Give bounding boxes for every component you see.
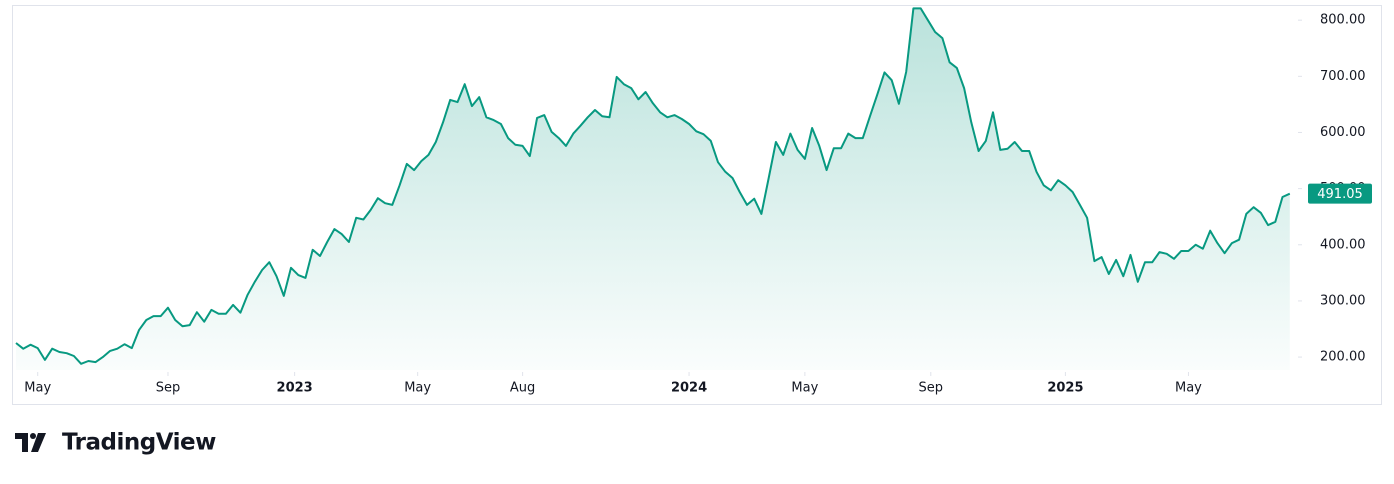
area-fill bbox=[16, 8, 1290, 371]
y-tick-label: 200.00 bbox=[1320, 350, 1366, 365]
chart-frame bbox=[12, 5, 1382, 405]
y-tick-label: 800.00 bbox=[1320, 13, 1366, 28]
y-tick-label: 400.00 bbox=[1320, 237, 1366, 252]
x-tick-label: May bbox=[404, 381, 431, 396]
x-tick-label: Sep bbox=[919, 381, 944, 396]
x-tick-label: Aug bbox=[510, 381, 535, 396]
x-tick-label: Sep bbox=[156, 381, 181, 396]
x-tick-label: May bbox=[1175, 381, 1202, 396]
last-value-label: 491.05 bbox=[1317, 187, 1363, 202]
x-tick-label: 2023 bbox=[277, 381, 313, 396]
last-value-box bbox=[1308, 183, 1372, 204]
y-tick-label: 300.00 bbox=[1320, 293, 1366, 308]
y-tick-label: 700.00 bbox=[1320, 69, 1366, 84]
x-tick-label: May bbox=[24, 381, 51, 396]
logo-icon bbox=[15, 433, 46, 452]
price-line bbox=[15, 7, 1291, 365]
x-tick-label: 2025 bbox=[1047, 381, 1083, 396]
y-tick-label: 600.00 bbox=[1320, 125, 1366, 140]
x-tick-label: May bbox=[791, 381, 818, 396]
brand: TradingView bbox=[62, 430, 216, 456]
x-tick-label: 2024 bbox=[671, 381, 707, 396]
